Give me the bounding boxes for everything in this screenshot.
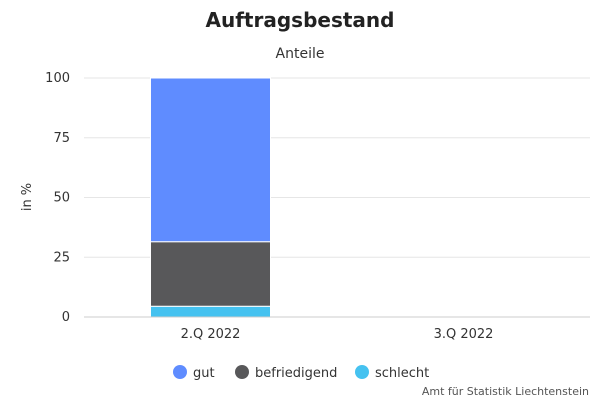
legend-marker-schlecht — [355, 365, 369, 379]
legend-label-gut: gut — [193, 366, 215, 381]
legend-label-schlecht: schlecht — [375, 366, 429, 381]
x-axis-ticks: 2.Q 2022 3.Q 2022 — [181, 327, 494, 342]
bar-segment-gut — [150, 77, 271, 243]
credit-text: Amt für Statistik Liechtenstein — [422, 385, 589, 398]
bars — [150, 77, 271, 318]
y-tick-label: 100 — [45, 71, 70, 86]
chart-title: Auftragsbestand — [206, 8, 395, 32]
chart-subtitle: Anteile — [276, 46, 325, 62]
x-tick-label: 3.Q 2022 — [434, 327, 494, 342]
y-tick-label: 50 — [53, 191, 70, 206]
x-tick-label: 2.Q 2022 — [181, 327, 241, 342]
y-tick-label: 0 — [62, 310, 70, 325]
legend-marker-befriedigend — [235, 365, 249, 379]
y-axis-title: in % — [20, 183, 35, 211]
legend-label-befriedigend: befriedigend — [255, 366, 337, 381]
y-axis-ticks: 0 25 50 75 100 — [45, 71, 70, 325]
bar-segment-befriedigend — [150, 241, 271, 307]
bar-segment-schlecht — [150, 305, 271, 318]
y-tick-label: 75 — [53, 131, 70, 146]
legend: gut befriedigend schlecht — [173, 365, 429, 381]
y-tick-label: 25 — [53, 250, 70, 265]
legend-marker-gut — [173, 365, 187, 379]
